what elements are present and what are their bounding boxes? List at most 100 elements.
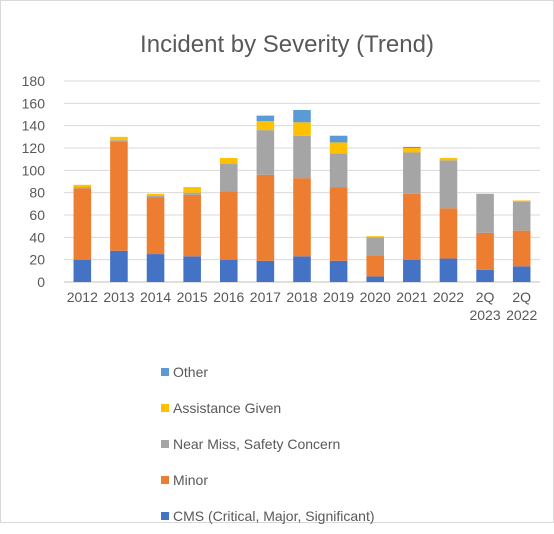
bar-segment-2014-series-3 [146,193,165,197]
bar-segment-2q-2023-series-0 [476,269,494,282]
bar-segment-2q-2023-series-1 [476,232,494,270]
x-tick-label: 2018 [286,289,317,305]
bar-segment-2012-series-1 [73,188,92,260]
legend-swatch [161,440,169,448]
x-tick-label: 2020 [360,289,391,305]
legend-item: Assistance Given [161,390,491,426]
bar-segment-2019-series-3 [329,142,348,154]
legend-swatch [161,368,169,376]
bar-segment-2015-series-1 [183,194,201,257]
bar-segment-2q-2022-series-3 [512,200,531,202]
legend-swatch [161,404,169,412]
bar-segment-2014-series-2 [146,196,165,198]
bar-segment-2022-series-3 [439,158,458,161]
bar-segment-2019-series-0 [329,260,348,282]
bar-segment-2018-series-1 [293,178,311,257]
bar-segment-2021-series-1 [403,193,421,260]
bar-segment-2016-series-0 [219,259,238,282]
bar-segment-2015-series-2 [183,192,201,195]
x-tick-label: 2Q [512,289,531,305]
bar-segment-2q-2023-series-2 [476,193,494,233]
bar-segment-2017-series-3 [256,121,275,131]
bar-segment-2021-series-3 [403,148,421,153]
bar-segment-2018-series-2 [293,135,311,179]
chart-legend: Other Assistance Given Near Miss, Safety C… [161,354,491,534]
legend-swatch [161,476,169,484]
y-tick-label: 120 [22,140,46,156]
bar-segment-2015-series-0 [183,256,201,282]
bar-segment-2020-series-3 [366,236,385,238]
x-tick-label: 2013 [103,289,134,305]
bar-segment-2012-series-3 [73,184,92,188]
bars [73,110,531,282]
y-tick-label: 60 [29,207,45,223]
bar-segment-2016-series-3 [219,158,238,164]
bar-segment-2017-series-0 [256,260,275,282]
x-tick-label: 2023 [469,307,500,323]
y-tick-label: 0 [37,274,45,290]
bar-segment-2016-series-1 [219,191,238,260]
y-tick-label: 160 [22,95,46,111]
legend-item: Minor [161,462,491,498]
x-tick-label: 2019 [323,289,354,305]
x-tick-label: 2015 [177,289,208,305]
chart-area [0,0,554,523]
bar-segment-2q-2022-series-1 [512,230,531,267]
x-axis: 2012 2013 2014 2015 2016 2017 2018 2019 2020 2021… [67,289,538,323]
x-tick-label: 2016 [213,289,244,305]
bar-segment-2018-series-3 [293,122,311,136]
bar-segment-2018-series-4 [293,110,311,123]
bar-segment-2021-series-2 [403,152,421,194]
legend-item: Other [161,354,491,390]
bar-segment-2022-series-1 [439,208,458,259]
bar-segment-2021-series-0 [403,259,421,282]
bar-segment-2014-series-1 [146,197,165,255]
bar-segment-2017-series-1 [256,174,275,261]
bar-segment-2016-series-2 [219,163,238,192]
x-tick-label: 2017 [250,289,281,305]
x-tick-label: 2021 [396,289,427,305]
bar-segment-2012-series-2 [73,187,92,189]
bar-segment-2019-series-1 [329,187,348,261]
y-tick-label: 100 [22,162,46,178]
bar-segment-2015-series-3 [183,187,201,193]
y-tick-label: 40 [29,229,45,245]
y-tick-label: 20 [29,252,45,268]
legend-item: Near Miss, Safety Concern [161,426,491,462]
bar-segment-2020-series-1 [366,255,385,277]
bar-segment-2014-series-0 [146,254,165,282]
bar-segment-2013-series-0 [110,250,128,282]
legend-label: CMS (Critical, Major, Significant) [173,508,375,524]
legend-label: Assistance Given [173,400,282,416]
bar-segment-2019-series-4 [329,135,348,143]
bar-segment-2017-series-2 [256,130,275,175]
x-tick-label: 2022 [506,307,537,323]
x-tick-label: 2012 [67,289,98,305]
x-tick-label: 2Q [476,289,495,305]
bar-segment-2013-series-3 [110,136,128,141]
y-tick-label: 140 [22,118,46,134]
legend-swatch [161,512,169,520]
legend-label: Near Miss, Safety Concern [173,436,341,452]
bar-segment-2020-series-0 [366,276,385,282]
bar-segment-2013-series-1 [110,141,128,251]
legend-label: Other [173,364,209,380]
chart-title: Incident by Severity (Trend) [140,31,434,58]
x-tick-label: 2014 [140,289,171,305]
bar-segment-2013-series-2 [110,140,128,142]
bar-segment-2022-series-0 [439,258,458,282]
legend-label: Minor [173,472,209,488]
x-tick-label: 2022 [433,289,464,305]
legend-item: CMS (Critical, Major, Significant) [161,498,491,534]
y-axis: 0 20 40 60 80 100 120 140 160 180 [22,73,540,290]
y-tick-label: 80 [29,185,45,201]
bar-segment-2022-series-2 [439,160,458,209]
bar-segment-2021-series-4 [403,146,421,148]
bar-segment-2q-2022-series-0 [512,266,531,282]
y-tick-label: 180 [22,73,46,89]
bar-segment-2q-2022-series-2 [512,201,531,231]
bar-segment-2012-series-0 [73,259,92,282]
bar-segment-2020-series-2 [366,237,385,256]
incident-severity-chart: Incident by Severity (Trend) 0 20 40 60 80 10… [22,31,540,323]
bar-segment-2018-series-0 [293,256,311,282]
